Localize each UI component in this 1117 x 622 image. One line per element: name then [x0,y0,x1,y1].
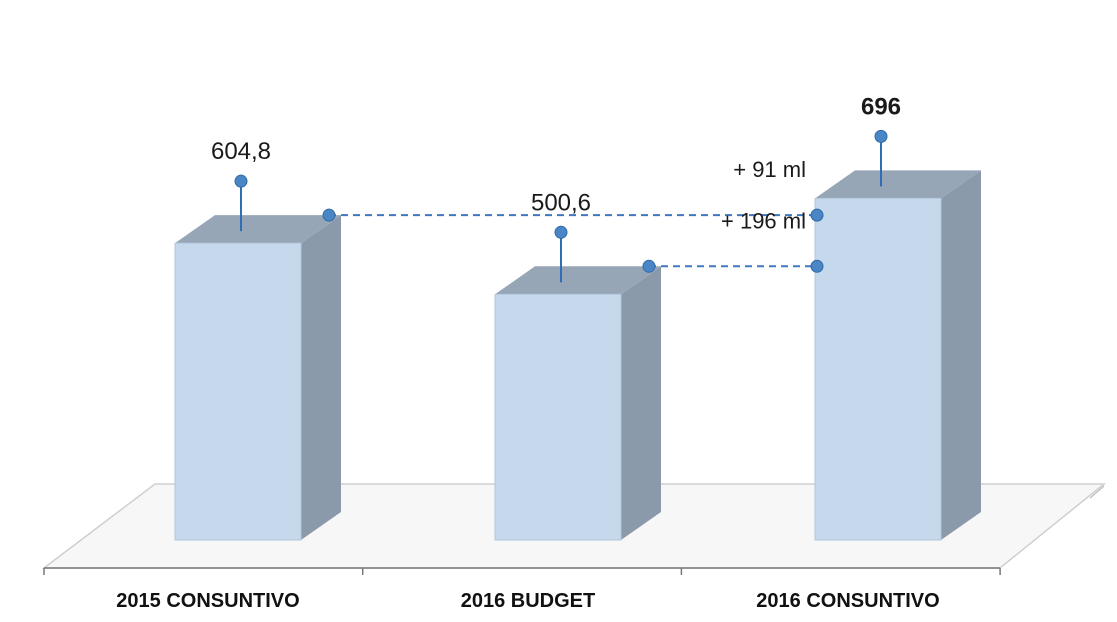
value-marker [554,225,568,239]
bar-top [495,266,661,295]
bar [174,174,341,541]
bar-side [941,170,981,540]
value-label: 500,6 [531,189,591,216]
delta-label: + 91 ml [733,157,806,182]
bar-top [175,215,341,244]
bar-front [494,293,622,541]
bar-front [174,242,302,541]
connector-marker [810,208,824,222]
bar [814,129,981,541]
bar [494,225,661,541]
labels-group: 604,8 2015 CONSUNTIVO 500,6 2016 BUDGET 696 2… [116,93,939,612]
bar-front [814,197,942,541]
category-label: 2016 CONSUNTIVO [756,590,939,612]
connectors-group [322,208,824,273]
value-label: 696 [861,93,901,120]
connector-marker [810,259,824,273]
bar-side [301,215,341,540]
category-label: 2015 CONSUNTIVO [116,590,299,612]
connector-marker [322,208,336,222]
bars-group [174,129,981,541]
value-marker [874,129,888,143]
floor-corner-tick [1089,485,1105,499]
bar-side [621,266,661,540]
connector-marker [642,259,656,273]
bar-top [815,170,981,199]
delta-label: + 196 ml [721,208,806,233]
value-label: 604,8 [211,138,271,165]
value-marker [234,174,248,188]
category-label: 2016 BUDGET [461,590,596,612]
